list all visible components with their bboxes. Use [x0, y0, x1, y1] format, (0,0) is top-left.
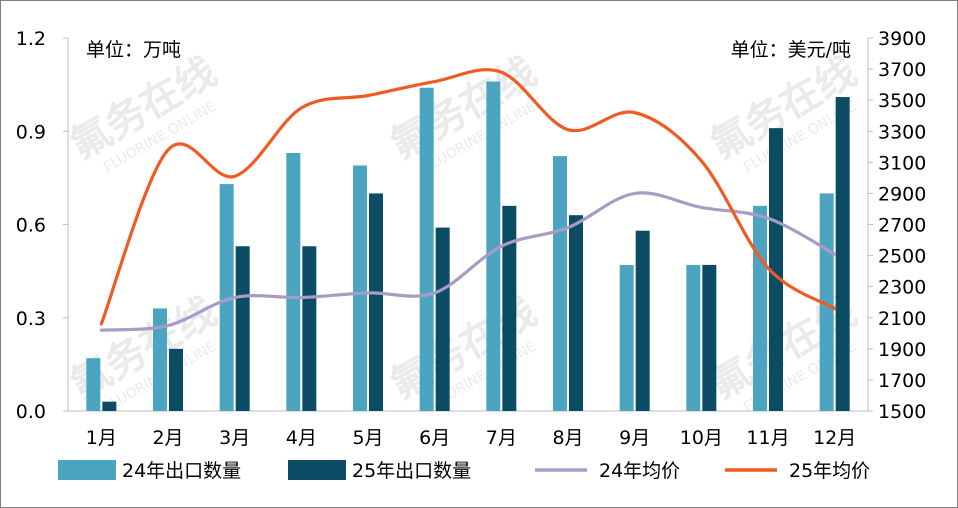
- bar: [769, 128, 783, 411]
- legend-label: 25年均价: [789, 460, 870, 482]
- x-tick-label: 5月: [352, 427, 383, 449]
- x-tick-label: 2月: [152, 427, 183, 449]
- bar: [169, 348, 183, 411]
- bar: [286, 153, 301, 411]
- right-tick-label: 2900: [878, 183, 926, 205]
- bar: [153, 308, 167, 411]
- left-tick-label: 0.6: [16, 215, 46, 237]
- right-tick-label: 3700: [878, 59, 926, 81]
- bar: [553, 156, 567, 411]
- bar: [702, 264, 717, 411]
- legend-label: 25年出口数量: [352, 460, 471, 482]
- legend-item: 25年均价: [725, 460, 870, 482]
- x-tick-label: 4月: [286, 427, 317, 449]
- bar: [235, 246, 250, 411]
- bar: [219, 184, 234, 411]
- bar: [435, 227, 450, 411]
- left-tick-label: 0.0: [16, 401, 46, 423]
- right-tick-label: 1500: [878, 401, 926, 423]
- right-tick-label: 3300: [878, 121, 926, 143]
- axes: 0.0 0.3 0.6 0.9 1.2 1500 1700 1900 2100 2300 2500 2…: [16, 28, 927, 449]
- bar: [486, 81, 501, 412]
- right-tick-label: 2700: [878, 215, 926, 237]
- legend-label: 24年出口数量: [122, 460, 241, 482]
- unit-labels: 单位：万吨 单位：美元/吨: [86, 39, 851, 61]
- right-tick-label: 2500: [878, 246, 926, 268]
- x-tick-label: 11月: [746, 427, 789, 449]
- series-line: [99, 191, 837, 332]
- bar: [569, 215, 583, 411]
- x-tick-label: 7月: [486, 427, 517, 449]
- bar: [753, 205, 767, 411]
- bar: [353, 165, 367, 411]
- legend-item: 24年均价: [535, 460, 680, 482]
- left-tick-label: 1.2: [16, 28, 46, 50]
- left-tick-label: 0.3: [16, 308, 46, 330]
- legend-swatch: [288, 460, 346, 480]
- right-axis-unit: 单位：美元/吨: [731, 39, 851, 61]
- bar: [835, 97, 850, 411]
- bar: [369, 193, 383, 411]
- legend-item: 24年出口数量: [58, 460, 241, 482]
- series-line: [99, 68, 837, 326]
- bar: [419, 87, 434, 411]
- right-tick-label: 3500: [878, 90, 926, 112]
- bar: [502, 205, 517, 411]
- x-tick-label: 12月: [813, 427, 856, 449]
- legend: 24年出口数量 25年出口数量 24年均价 25年均价: [58, 460, 870, 482]
- right-tick-label: 2100: [878, 308, 926, 330]
- legend-label: 24年均价: [599, 460, 680, 482]
- right-tick-label: 3900: [878, 28, 926, 50]
- bar: [686, 264, 701, 411]
- bars: [86, 81, 850, 412]
- legend-item: 25年出口数量: [288, 460, 471, 482]
- bar: [635, 230, 650, 411]
- right-tick-label: 1700: [878, 370, 926, 392]
- left-axis-unit: 单位：万吨: [86, 39, 181, 61]
- left-tick-label: 0.9: [16, 121, 46, 143]
- x-tick-label: 6月: [419, 427, 450, 449]
- right-tick-label: 2300: [878, 277, 926, 299]
- legend-swatch: [58, 460, 116, 480]
- x-tick-label: 9月: [619, 427, 650, 449]
- bar: [102, 401, 117, 411]
- x-tick-label: 8月: [552, 427, 583, 449]
- x-tick-label: 3月: [219, 427, 250, 449]
- right-tick-label: 1900: [878, 339, 926, 361]
- bar: [86, 358, 101, 411]
- x-tick-label: 1月: [86, 427, 117, 449]
- bar: [619, 264, 634, 411]
- lines: [99, 68, 837, 332]
- bar: [302, 246, 317, 411]
- x-tick-label: 10月: [680, 427, 723, 449]
- right-tick-label: 3100: [878, 152, 926, 174]
